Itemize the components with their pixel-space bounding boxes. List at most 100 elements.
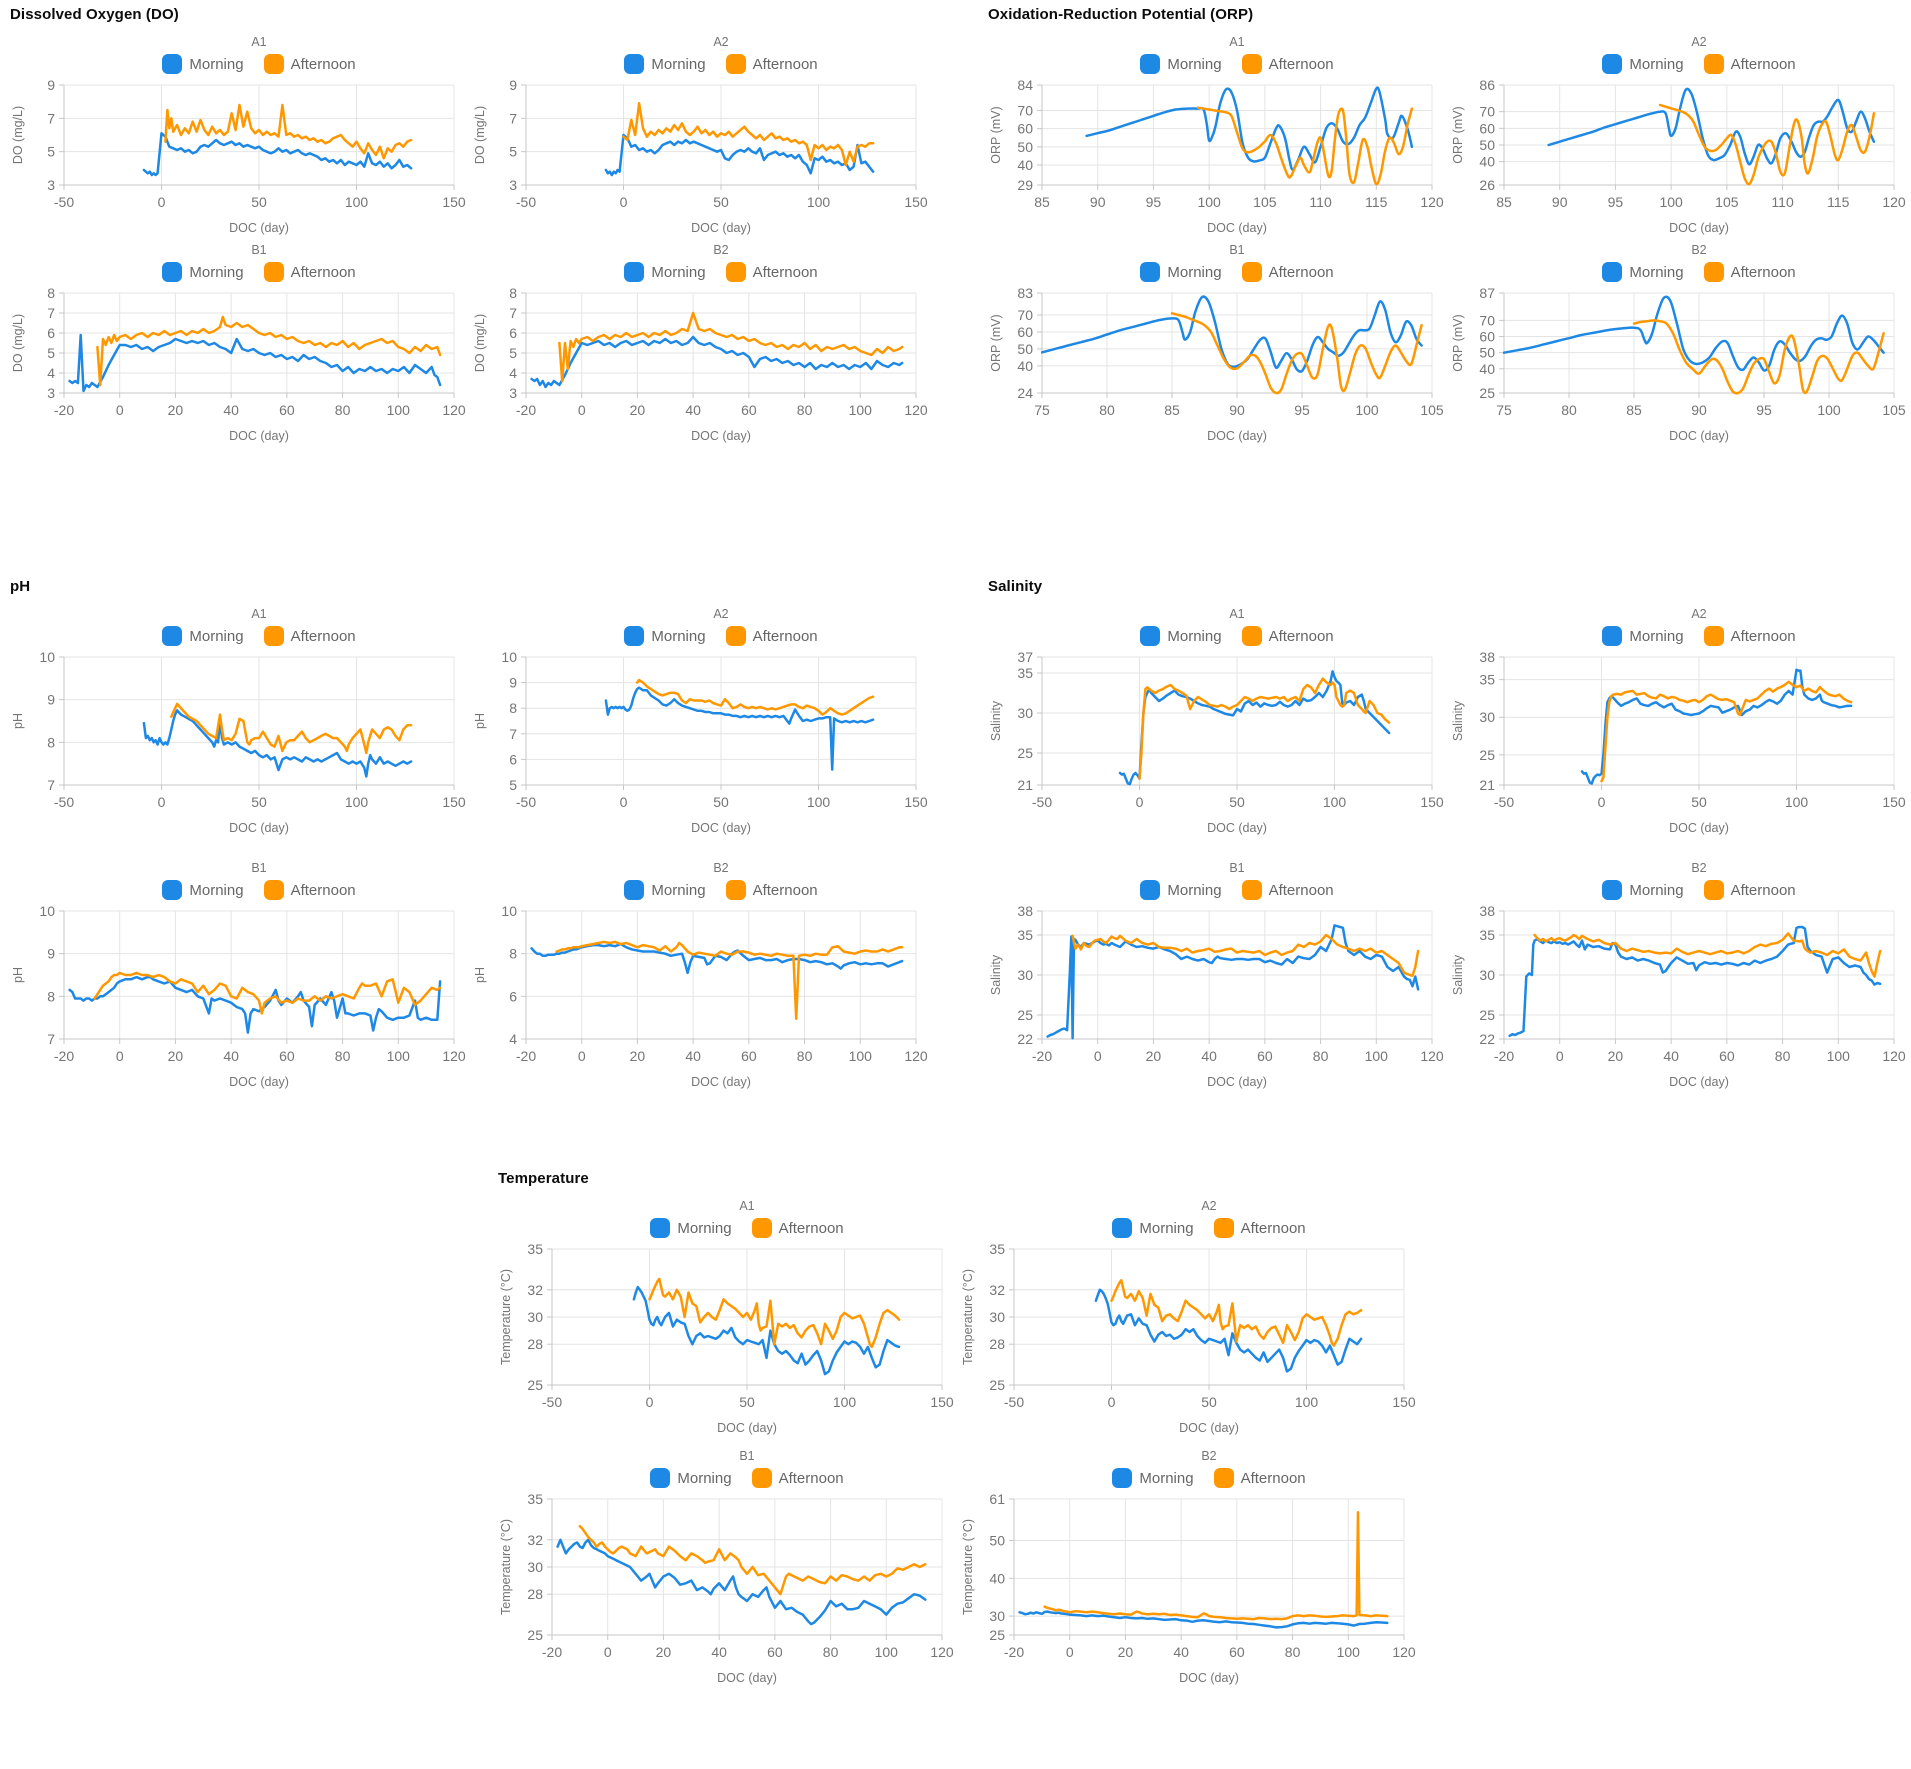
legend-item-morning[interactable]: Morning <box>1140 54 1222 74</box>
legend-item-afternoon[interactable]: Afternoon <box>725 626 818 646</box>
legend-item-morning[interactable]: Morning <box>1602 626 1684 646</box>
svg-text:8: 8 <box>47 285 55 301</box>
legend-item-afternoon[interactable]: Afternoon <box>1213 1218 1306 1238</box>
svg-text:9: 9 <box>47 946 55 962</box>
svg-text:5: 5 <box>509 777 517 793</box>
legend-item-morning[interactable]: Morning <box>1140 880 1222 900</box>
svg-text:-50: -50 <box>54 794 74 810</box>
chart-dissolved-oxygen-do-a2: A2 Morning Afternoon -50 0 50 100 150 3 5 7 9 DOC (d… <box>468 33 930 241</box>
svg-text:DOC (day): DOC (day) <box>691 221 751 235</box>
svg-text:DO (mg/L): DO (mg/L) <box>473 314 487 372</box>
svg-text:4: 4 <box>509 365 517 381</box>
legend-swatch-afternoon <box>725 626 746 646</box>
legend-label-afternoon: Afternoon <box>1240 1219 1306 1237</box>
legend-label-morning: Morning <box>1139 1219 1194 1237</box>
legend-item-afternoon[interactable]: Afternoon <box>1241 880 1334 900</box>
svg-text:9: 9 <box>47 77 55 93</box>
series-line-afternoon <box>1170 312 1423 395</box>
legend-item-afternoon[interactable]: Afternoon <box>1241 262 1334 282</box>
legend-item-morning[interactable]: Morning <box>1112 1468 1194 1488</box>
chart-oxidation-reduction-potential-orp-a2: A2 Morning Afternoon 85 90 95 100 105 110 115 120 2… <box>1446 33 1908 241</box>
legend-label-afternoon: Afternoon <box>1268 627 1334 645</box>
svg-text:40: 40 <box>989 1570 1005 1586</box>
legend-item-morning[interactable]: Morning <box>162 626 244 646</box>
svg-text:120: 120 <box>1882 194 1906 210</box>
svg-text:7: 7 <box>509 305 517 321</box>
legend-item-morning[interactable]: Morning <box>650 1218 732 1238</box>
svg-text:100: 100 <box>1323 794 1347 810</box>
legend-item-morning[interactable]: Morning <box>1602 54 1684 74</box>
chart-legend: Morning Afternoon <box>984 51 1446 77</box>
svg-text:0: 0 <box>1108 1394 1116 1410</box>
legend-item-morning[interactable]: Morning <box>162 54 244 74</box>
legend-item-morning[interactable]: Morning <box>624 626 706 646</box>
legend-item-afternoon[interactable]: Afternoon <box>725 880 818 900</box>
svg-text:Temperature (°C): Temperature (°C) <box>961 1519 975 1615</box>
chart-salinity-b1: B1 Morning Afternoon -20 0 20 40 60 80 100 120 22 25… <box>984 859 1446 1095</box>
svg-text:60: 60 <box>1479 120 1495 136</box>
svg-text:60: 60 <box>741 402 757 418</box>
legend-label-morning: Morning <box>1629 55 1684 73</box>
svg-text:50: 50 <box>739 1394 755 1410</box>
svg-text:30: 30 <box>1017 705 1033 721</box>
legend-item-afternoon[interactable]: Afternoon <box>263 626 356 646</box>
legend-item-afternoon[interactable]: Afternoon <box>1703 54 1796 74</box>
legend-item-morning[interactable]: Morning <box>1140 262 1222 282</box>
svg-text:105: 105 <box>1882 402 1906 418</box>
legend-item-afternoon[interactable]: Afternoon <box>751 1218 844 1238</box>
svg-text:70: 70 <box>1017 102 1033 118</box>
legend-label-afternoon: Afternoon <box>1268 881 1334 899</box>
legend-item-morning[interactable]: Morning <box>1140 626 1222 646</box>
legend-item-morning[interactable]: Morning <box>162 262 244 282</box>
legend-item-morning[interactable]: Morning <box>1112 1218 1194 1238</box>
svg-text:50: 50 <box>713 794 729 810</box>
section-dissolved-oxygen: Dissolved Oxygen (DO) A1 Morning Afternoon… <box>6 6 930 449</box>
series-line-afternoon <box>96 315 442 387</box>
svg-text:70: 70 <box>1017 307 1033 323</box>
legend-item-afternoon[interactable]: Afternoon <box>1213 1468 1306 1488</box>
legend-item-morning[interactable]: Morning <box>1602 262 1684 282</box>
legend-item-morning[interactable]: Morning <box>650 1468 732 1488</box>
svg-text:-50: -50 <box>516 794 536 810</box>
legend-swatch-afternoon <box>1703 262 1724 282</box>
svg-text:90: 90 <box>1552 194 1568 210</box>
svg-text:83: 83 <box>1017 285 1033 301</box>
svg-text:Temperature (°C): Temperature (°C) <box>499 1269 513 1365</box>
svg-text:6: 6 <box>47 325 55 341</box>
legend-item-afternoon[interactable]: Afternoon <box>1703 262 1796 282</box>
svg-text:24: 24 <box>1017 385 1033 401</box>
svg-text:150: 150 <box>904 794 928 810</box>
legend-item-afternoon[interactable]: Afternoon <box>1703 626 1796 646</box>
section-title-temperature: Temperature <box>498 1170 589 1187</box>
svg-text:100: 100 <box>1197 194 1221 210</box>
legend-item-afternoon[interactable]: Afternoon <box>263 880 356 900</box>
svg-text:-20: -20 <box>1032 1048 1052 1064</box>
legend-item-afternoon[interactable]: Afternoon <box>725 54 818 74</box>
legend-item-afternoon[interactable]: Afternoon <box>1703 880 1796 900</box>
svg-text:110: 110 <box>1771 194 1794 210</box>
svg-text:35: 35 <box>1479 672 1495 688</box>
chart-ph-b2: B2 Morning Afternoon -20 0 20 40 60 80 100 120 4 6 8 1… <box>468 859 930 1095</box>
legend-item-afternoon[interactable]: Afternoon <box>263 54 356 74</box>
svg-text:DOC (day): DOC (day) <box>229 1075 289 1089</box>
legend-item-afternoon[interactable]: Afternoon <box>1241 626 1334 646</box>
legend-item-morning[interactable]: Morning <box>1602 880 1684 900</box>
svg-text:30: 30 <box>989 1608 1005 1624</box>
svg-text:-20: -20 <box>1494 1048 1514 1064</box>
legend-item-afternoon[interactable]: Afternoon <box>725 262 818 282</box>
legend-item-morning[interactable]: Morning <box>624 880 706 900</box>
legend-item-morning[interactable]: Morning <box>624 54 706 74</box>
svg-text:50: 50 <box>1017 139 1033 155</box>
legend-item-afternoon[interactable]: Afternoon <box>263 262 356 282</box>
legend-item-morning[interactable]: Morning <box>162 880 244 900</box>
chart-title: B1 <box>739 1449 755 1463</box>
legend-item-afternoon[interactable]: Afternoon <box>751 1468 844 1488</box>
legend-item-morning[interactable]: Morning <box>624 262 706 282</box>
legend-label-afternoon: Afternoon <box>290 627 356 645</box>
svg-text:DOC (day): DOC (day) <box>229 429 289 443</box>
svg-text:120: 120 <box>1392 1644 1416 1660</box>
legend-item-afternoon[interactable]: Afternoon <box>1241 54 1334 74</box>
svg-text:0: 0 <box>604 1644 612 1660</box>
svg-text:100: 100 <box>387 402 411 418</box>
